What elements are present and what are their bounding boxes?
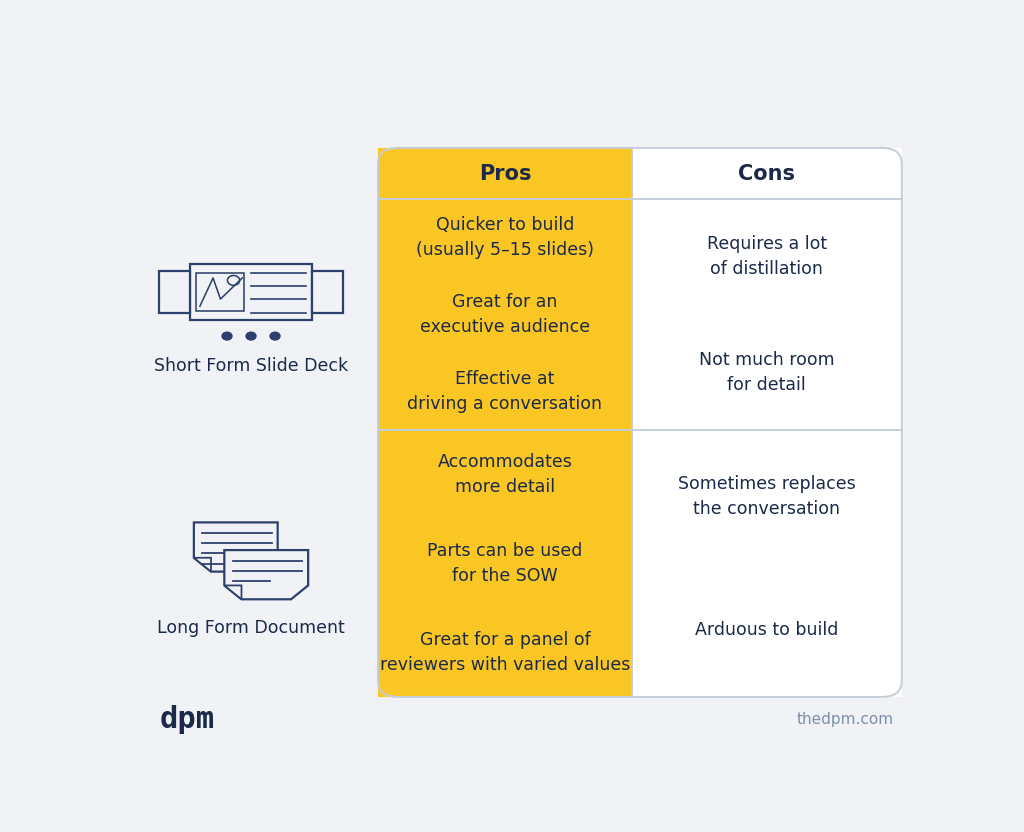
Text: Quicker to build
(usually 5–15 slides): Quicker to build (usually 5–15 slides)	[416, 216, 594, 259]
Text: Short Form Slide Deck: Short Form Slide Deck	[154, 357, 348, 374]
Bar	[312, 271, 343, 313]
Text: Long Form Document: Long Form Document	[157, 619, 345, 637]
Text: Arduous to build: Arduous to build	[695, 622, 839, 639]
Text: Not much room
for detail: Not much room for detail	[699, 350, 835, 394]
Text: Requires a lot
of distillation: Requires a lot of distillation	[707, 235, 827, 278]
Circle shape	[221, 331, 232, 340]
Bar	[197, 273, 245, 311]
Bar	[189, 264, 312, 320]
Text: Great for a panel of
reviewers with varied values: Great for a panel of reviewers with vari…	[380, 631, 630, 674]
Polygon shape	[224, 586, 242, 599]
Text: Pros: Pros	[478, 164, 531, 184]
Circle shape	[246, 331, 257, 340]
Text: dpm: dpm	[160, 706, 215, 735]
Circle shape	[269, 331, 281, 340]
Text: Cons: Cons	[738, 164, 796, 184]
Bar	[378, 430, 632, 697]
Polygon shape	[224, 550, 308, 599]
Polygon shape	[194, 522, 278, 572]
Bar	[160, 271, 189, 313]
Polygon shape	[194, 557, 211, 572]
Bar	[378, 199, 632, 430]
Bar	[632, 430, 902, 697]
Text: Effective at
driving a conversation: Effective at driving a conversation	[408, 370, 602, 413]
Text: Great for an
executive audience: Great for an executive audience	[420, 293, 590, 336]
Text: Accommodates
more detail: Accommodates more detail	[437, 453, 572, 496]
Bar	[632, 148, 902, 199]
Bar	[632, 199, 902, 430]
Bar	[378, 148, 632, 199]
Text: Parts can be used
for the SOW: Parts can be used for the SOW	[427, 542, 583, 585]
Text: thedpm.com: thedpm.com	[797, 712, 894, 727]
Text: Sometimes replaces
the conversation: Sometimes replaces the conversation	[678, 475, 856, 518]
